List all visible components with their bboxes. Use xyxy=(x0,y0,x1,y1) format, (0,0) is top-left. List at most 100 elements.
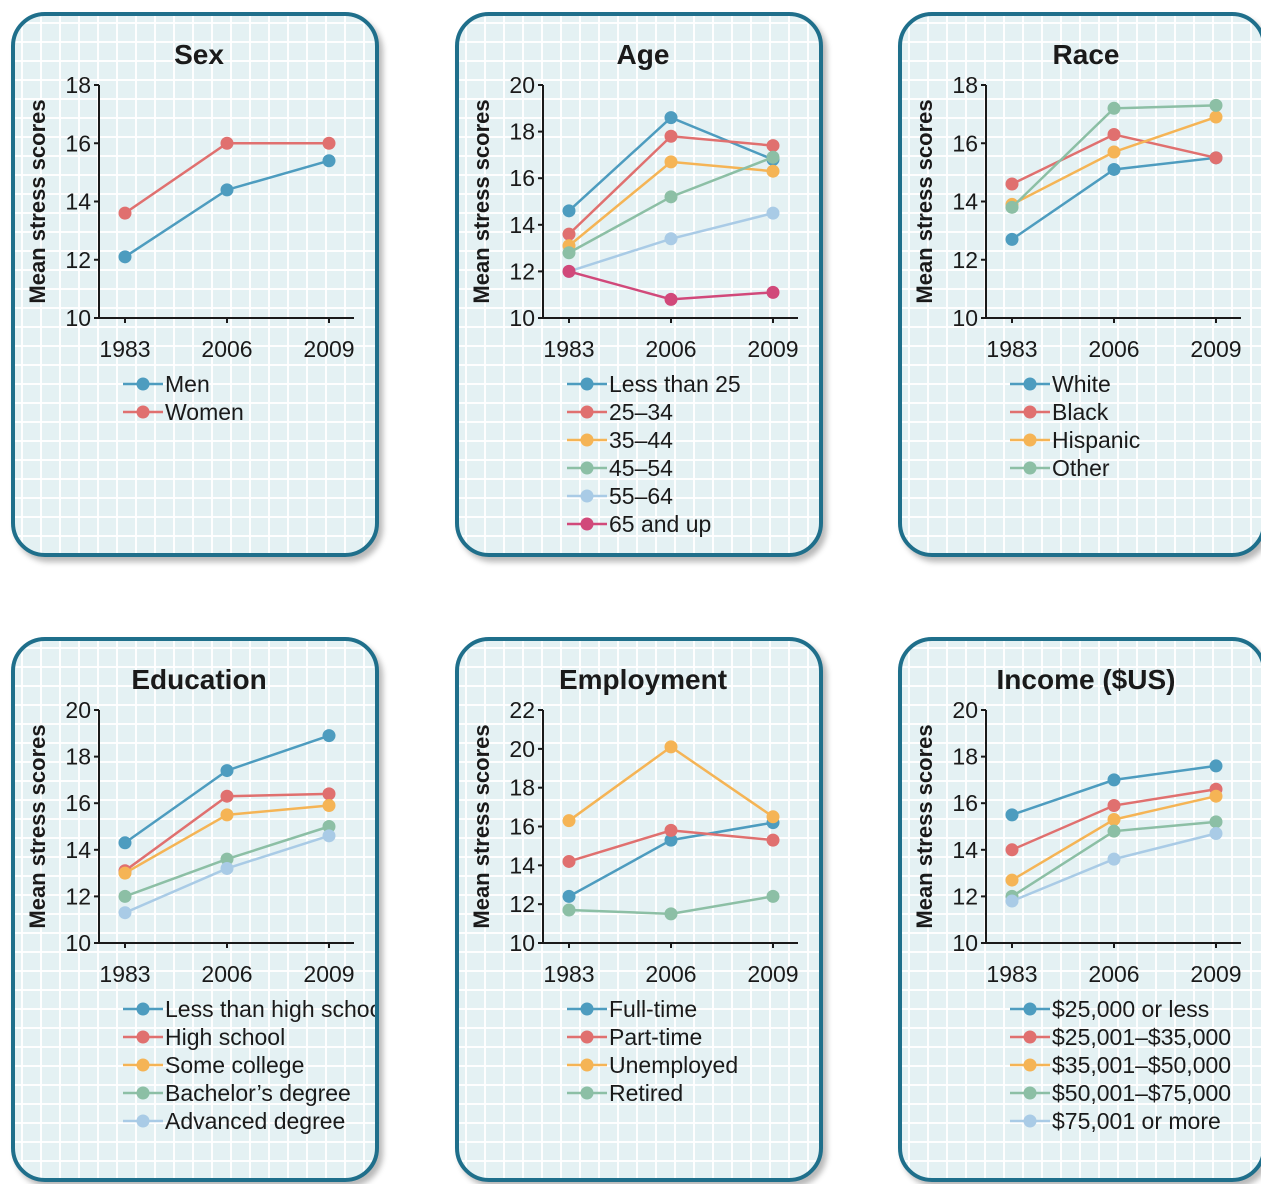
y-tick-label: 14 xyxy=(952,189,978,215)
legend-item-25-001-35-000: $25,001–$35,000 xyxy=(1010,1024,1231,1050)
legend-item-high-school: High school xyxy=(123,1024,285,1050)
y-tick-label: 12 xyxy=(952,247,978,273)
y-tick-label: 14 xyxy=(65,189,91,215)
y-tick-label: 12 xyxy=(509,258,535,284)
y-tick-label: 10 xyxy=(65,305,91,331)
chart-panel-employment: Employment Mean stress scores 10 12 14 16 18 20… xyxy=(455,637,823,1182)
legend-swatch-marker xyxy=(580,1030,594,1044)
data-point-hispanic xyxy=(1107,145,1121,159)
y-axis-title: Mean stress scores xyxy=(912,724,937,928)
series-line-unemployed xyxy=(568,745,774,822)
y-axis-title: Mean stress scores xyxy=(25,99,50,303)
legend-swatch-marker xyxy=(1023,433,1037,447)
y-axis-title: Mean stress scores xyxy=(469,724,494,928)
data-point-45-54 xyxy=(562,246,576,260)
data-point-black xyxy=(1005,177,1019,191)
y-tick-label: 18 xyxy=(65,744,91,770)
data-point-65-and-up xyxy=(766,285,780,299)
data-point-25-34 xyxy=(562,227,576,241)
data-point-25-34 xyxy=(766,139,780,153)
data-point-25-001-35-000 xyxy=(1005,843,1019,857)
y-tick-label: 22 xyxy=(509,697,535,723)
legend-label: $25,000 or less xyxy=(1052,996,1209,1022)
data-point-bachelor-s-degree xyxy=(118,889,132,903)
legend-swatch-marker xyxy=(1023,1030,1037,1044)
legend-label: Men xyxy=(165,371,210,397)
data-point-full-time xyxy=(664,833,678,847)
data-point-35-001-50-000 xyxy=(1005,873,1019,887)
legend-item-part-time: Part-time xyxy=(567,1024,702,1050)
x-tick-label: 2009 xyxy=(747,336,798,362)
y-axis-title: Mean stress scores xyxy=(469,99,494,303)
y-tick-label: 16 xyxy=(509,165,535,191)
x-tick-label: 1983 xyxy=(543,336,594,362)
data-point-25-000-or-less xyxy=(1005,808,1019,822)
y-tick-label: 12 xyxy=(952,883,978,909)
data-point-some-college xyxy=(220,808,234,822)
data-point-25-000-or-less xyxy=(1209,759,1223,773)
data-point-unemployed xyxy=(664,740,678,754)
data-point-hispanic xyxy=(1209,110,1223,124)
chart-svg: Sex Mean stress scores 10 12 14 16 18 1983 2006 2… xyxy=(25,39,355,425)
y-axis-title: Mean stress scores xyxy=(912,99,937,303)
data-point-less-than-25 xyxy=(664,111,678,125)
x-tick-label: 1983 xyxy=(986,336,1037,362)
legend-swatch-marker xyxy=(136,1058,150,1072)
legend-swatch-marker xyxy=(1023,405,1037,419)
x-tick-label: 2009 xyxy=(303,336,354,362)
chart-title: Sex xyxy=(174,39,224,70)
legend-item-full-time: Full-time xyxy=(567,996,697,1022)
data-point-35-001-50-000 xyxy=(1107,813,1121,827)
legend-label: Hispanic xyxy=(1052,427,1140,453)
x-tick-label: 2006 xyxy=(1088,961,1139,987)
legend-label: $35,001–$50,000 xyxy=(1052,1052,1231,1078)
legend-item-25-000-or-less: $25,000 or less xyxy=(1010,996,1209,1022)
data-point-35-44 xyxy=(664,155,678,169)
chart-panel-income-us: Income ($US) Mean stress scores 10 12 14 16 18… xyxy=(898,637,1261,1182)
data-point-25-001-35-000 xyxy=(1107,799,1121,813)
data-point-less-than-high-school xyxy=(322,729,336,743)
data-point-advanced-degree xyxy=(220,861,234,875)
legend-item-25-34: 25–34 xyxy=(567,399,673,425)
data-point-bachelor-s-degree xyxy=(220,852,234,866)
series-line-75-001-or-more xyxy=(1011,832,1217,903)
legend-label: 55–64 xyxy=(609,483,673,509)
data-point-25-000-or-less xyxy=(1107,773,1121,787)
chart-title: Race xyxy=(1053,39,1120,70)
data-point-women xyxy=(220,136,234,150)
legend-label: Advanced degree xyxy=(165,1108,345,1134)
legend-item-some-college: Some college xyxy=(123,1052,304,1078)
data-point-part-time xyxy=(664,823,678,837)
legend-item-65-and-up: 65 and up xyxy=(567,511,711,537)
y-tick-label: 18 xyxy=(952,72,978,98)
y-tick-label: 10 xyxy=(509,930,535,956)
legend-swatch-marker xyxy=(580,377,594,391)
legend-label: $25,001–$35,000 xyxy=(1052,1024,1231,1050)
data-point-25-34 xyxy=(664,129,678,143)
legend-label: High school xyxy=(165,1024,285,1050)
legend-label: $50,001–$75,000 xyxy=(1052,1080,1231,1106)
data-point-50-001-75-000 xyxy=(1107,824,1121,838)
y-tick-label: 14 xyxy=(509,212,535,238)
data-point-women xyxy=(322,136,336,150)
data-point-55-64 xyxy=(664,232,678,246)
data-point-part-time xyxy=(766,833,780,847)
legend-item-unemployed: Unemployed xyxy=(567,1052,738,1078)
chart-svg: Employment Mean stress scores 10 12 14 16 18 20… xyxy=(469,664,799,1106)
data-point-bachelor-s-degree xyxy=(322,820,336,833)
data-point-75-001-or-more xyxy=(1209,826,1223,840)
data-point-white xyxy=(1005,232,1019,246)
y-tick-label: 10 xyxy=(65,930,91,956)
legend-item-other: Other xyxy=(1010,455,1110,481)
y-tick-label: 10 xyxy=(952,305,978,331)
chart-panel-race: Race Mean stress scores 10 12 14 16 18 1983 2006… xyxy=(898,12,1261,557)
data-point-35-001-50-000 xyxy=(1209,789,1223,803)
legend-label: Black xyxy=(1052,399,1109,425)
legend-item-35-44: 35–44 xyxy=(567,427,673,453)
legend-item-45-54: 45–54 xyxy=(567,455,673,481)
y-tick-label: 20 xyxy=(509,72,535,98)
legend-item-advanced-degree: Advanced degree xyxy=(123,1108,345,1134)
chart-title: Education xyxy=(131,664,266,695)
legend-swatch-marker xyxy=(580,1058,594,1072)
